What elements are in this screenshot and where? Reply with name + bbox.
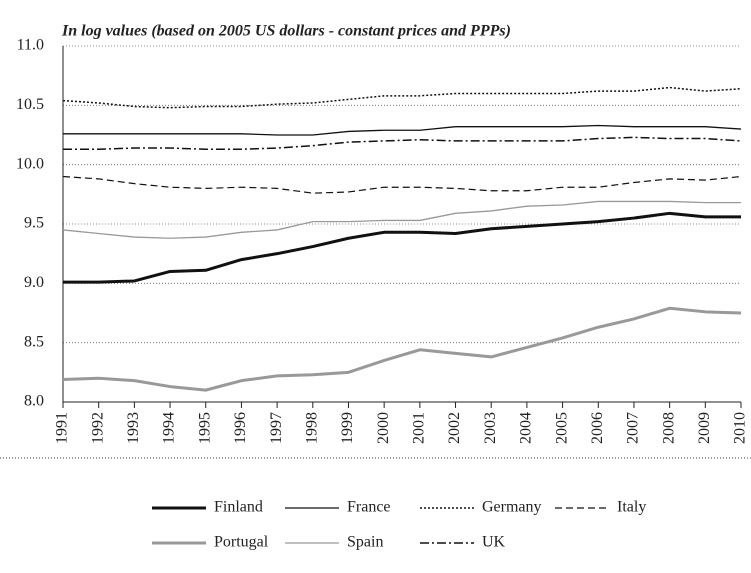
- series-line: [63, 136, 742, 150]
- x-tick-label: 1993: [125, 412, 142, 444]
- legend-label: Spain: [347, 534, 383, 551]
- legend-label: UK: [482, 534, 506, 551]
- x-tick-label: 2010: [732, 412, 749, 444]
- legend-label: Finland: [214, 499, 263, 516]
- series-line: [62, 175, 742, 194]
- y-tick-label: 11.0: [17, 37, 44, 54]
- y-tick-label: 9.5: [24, 215, 44, 232]
- x-tick-label: 2005: [553, 412, 570, 444]
- x-tick-label: 2004: [518, 412, 535, 444]
- x-tick-label: 1998: [303, 412, 320, 444]
- x-tick-label: 1994: [161, 412, 178, 444]
- y-tick-label: 9.0: [24, 274, 44, 291]
- y-tick-label: 10.0: [16, 155, 44, 172]
- x-tick-label: 2008: [660, 412, 677, 444]
- chart-title: In log values (based on 2005 US dollars …: [61, 23, 511, 40]
- x-tick-label: 1996: [232, 412, 249, 444]
- legend-label: France: [347, 499, 391, 516]
- legend-label: Italy: [617, 499, 646, 516]
- y-tick-label: 8.5: [24, 333, 44, 350]
- x-tick-label: 2007: [625, 412, 642, 444]
- x-tick-label: 2003: [482, 412, 499, 444]
- y-tick-label: 8.0: [24, 393, 44, 410]
- x-tick-label: 2002: [446, 412, 463, 444]
- x-tick-label: 1991: [54, 412, 71, 444]
- series-line: [63, 124, 742, 136]
- legend-label: Portugal: [214, 534, 269, 551]
- x-tick-label: 1999: [339, 412, 356, 444]
- series-line: [62, 306, 742, 392]
- series-line: [62, 86, 742, 109]
- y-tick-label: 10.5: [16, 96, 44, 113]
- x-tick-label: 2001: [411, 412, 428, 444]
- x-tick-label: 2006: [589, 412, 606, 444]
- legend-label: Germany: [482, 499, 542, 516]
- x-tick-label: 2009: [696, 412, 713, 444]
- series-line: [63, 211, 741, 284]
- series-line: [62, 200, 741, 239]
- x-tick-label: 1992: [89, 412, 106, 444]
- x-tick-label: 1997: [268, 412, 285, 444]
- x-tick-label: 2000: [375, 412, 392, 444]
- x-tick-label: 1995: [196, 412, 213, 444]
